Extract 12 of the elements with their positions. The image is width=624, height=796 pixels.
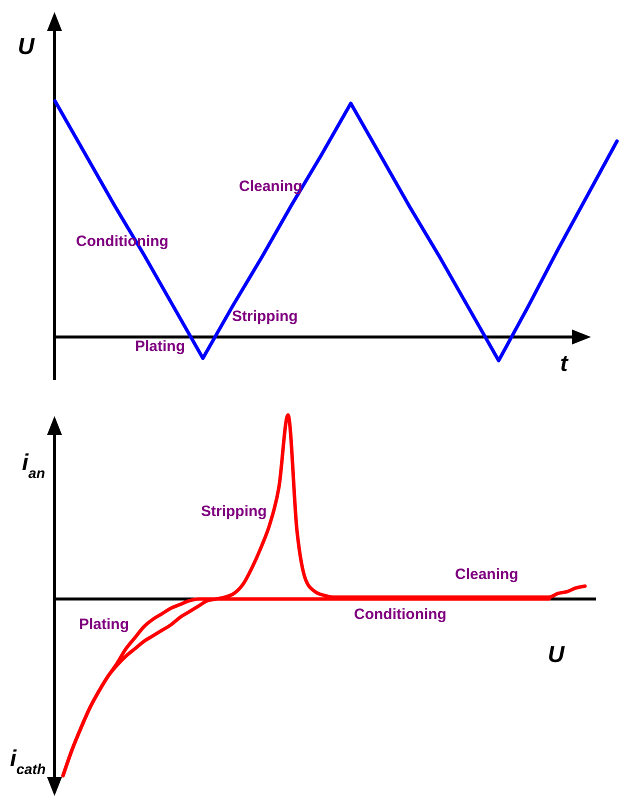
x-axis-title: U (548, 641, 566, 667)
annotation: Cleaning (239, 178, 302, 195)
y-axis-title: i$_{an}$ (22, 449, 46, 482)
annotation: Plating (79, 616, 130, 633)
annotation: Conditioning (354, 606, 446, 623)
x-axis-title: t (560, 350, 570, 376)
y-axis-title: U (18, 33, 36, 59)
annotation: Plating (135, 338, 186, 355)
annotation: Cleaning (455, 566, 518, 583)
text: i$_{cath}$ (10, 745, 46, 778)
annotation: Stripping (201, 503, 267, 520)
annotation: Stripping (232, 308, 298, 325)
